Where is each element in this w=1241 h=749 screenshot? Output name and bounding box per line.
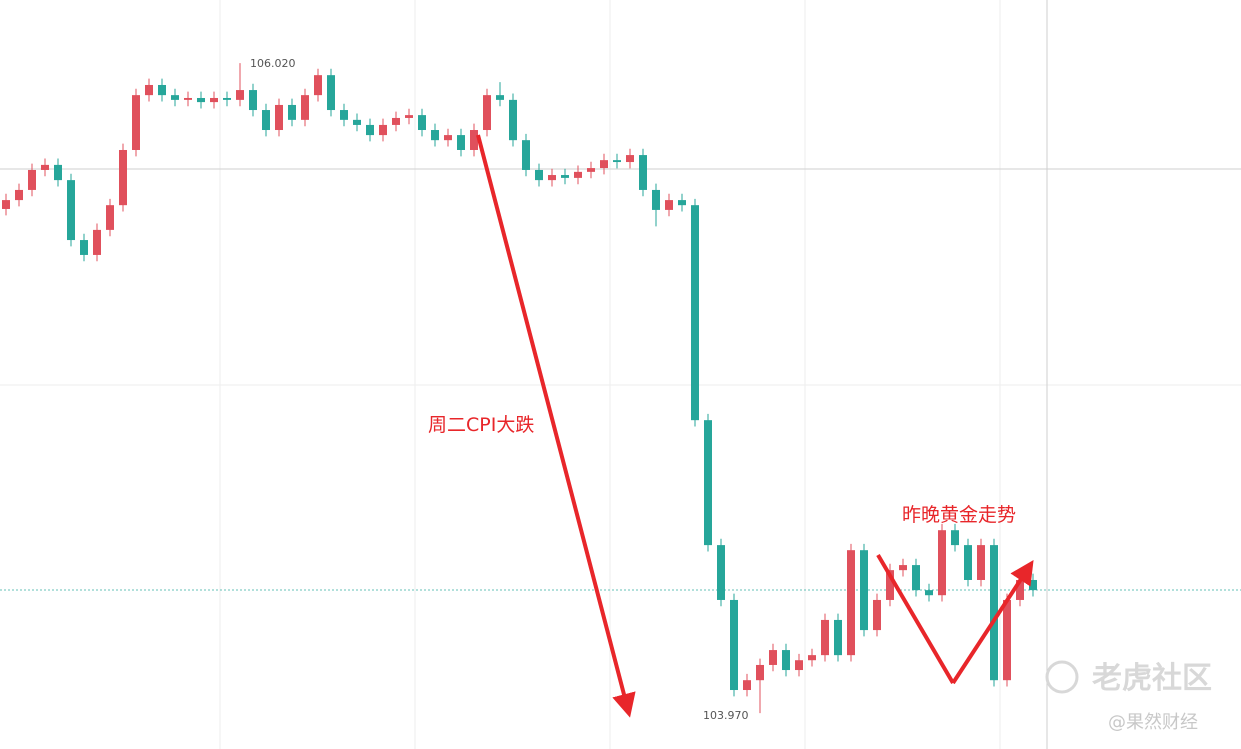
candle-body (795, 660, 803, 671)
candle-body (704, 420, 712, 546)
candle-body (171, 95, 179, 100)
candle-body (197, 97, 205, 103)
candle-body (847, 550, 855, 656)
candle-body (392, 117, 400, 125)
candle-body (67, 180, 75, 241)
watermark: 老虎社区 (1092, 661, 1212, 696)
arrow (476, 134, 636, 718)
candle-body (951, 530, 959, 546)
watermark-logo (1045, 660, 1079, 694)
low-label: 103.970 (703, 709, 749, 722)
candle-body (756, 664, 764, 681)
candle-body (340, 110, 348, 120)
candle-body (743, 680, 751, 691)
candle-body (873, 599, 881, 631)
candle-body (470, 130, 478, 150)
candle-body (483, 95, 491, 131)
candle-body (145, 84, 153, 96)
candle-body (275, 104, 283, 131)
candle-body (1029, 579, 1037, 591)
candle-body (444, 135, 452, 141)
candle-body (379, 124, 387, 136)
candle-body (990, 545, 998, 681)
candle-body (977, 545, 985, 580)
candle-body (782, 650, 790, 671)
candle-body (652, 189, 660, 210)
candle-body (860, 550, 868, 631)
candle-body (327, 75, 335, 111)
candle-body (2, 200, 10, 209)
candle-body (353, 119, 361, 125)
candle-body (678, 200, 686, 206)
candle-body (613, 160, 621, 163)
candle-body (418, 115, 426, 131)
candle-body (964, 545, 972, 580)
candle-body (1016, 579, 1024, 600)
candle-body (821, 619, 829, 656)
candle-body (106, 205, 114, 230)
watermark: @果然财经 (1108, 712, 1198, 733)
candle-body (691, 205, 699, 421)
candle-body (717, 545, 725, 600)
candle-body (522, 140, 530, 170)
candle-body (457, 135, 465, 150)
candle-body (912, 565, 920, 591)
candle-body (496, 95, 504, 100)
candle-body (93, 229, 101, 255)
candle-body (626, 155, 634, 163)
candle-body (574, 171, 582, 178)
candle-body (730, 599, 738, 691)
candle-body (548, 175, 556, 181)
candle-body (288, 104, 296, 120)
candle-body (314, 75, 322, 96)
candle-body (132, 95, 140, 150)
candle-body (938, 530, 946, 596)
candle-body (509, 99, 517, 141)
candle-body (1003, 599, 1011, 681)
candle-body (535, 169, 543, 181)
candle-body (54, 164, 62, 181)
annotation: 周二CPI大跌 (428, 414, 534, 436)
candle-body (80, 240, 88, 255)
candle-body (223, 97, 231, 100)
arrow (951, 559, 1034, 685)
candle-body (639, 155, 647, 190)
candle-body (15, 189, 23, 201)
candle-body (210, 97, 218, 103)
candle-body (925, 590, 933, 596)
candle-body (28, 169, 36, 190)
candle-body (834, 619, 842, 656)
candle-body (587, 168, 595, 172)
candle-body (119, 149, 127, 206)
candle-body (769, 650, 777, 665)
candle-body (405, 115, 413, 118)
candle-body (886, 570, 894, 600)
candle-body (431, 130, 439, 141)
candle-body (366, 124, 374, 136)
candle-body (600, 160, 608, 169)
candle-body (808, 655, 816, 661)
candle-body (561, 175, 569, 178)
high-label: 106.020 (250, 57, 296, 70)
candle-body (184, 97, 192, 100)
candle-body (301, 95, 309, 120)
candle-body (41, 164, 49, 170)
candle-body (899, 565, 907, 571)
candles (2, 63, 1037, 714)
candle-body (236, 90, 244, 100)
arrow (876, 553, 955, 685)
candle-body (249, 90, 257, 111)
candle-body (262, 110, 270, 131)
candle-body (665, 200, 673, 210)
annotation: 昨晚黄金走势 (902, 504, 1016, 526)
candle-body (158, 84, 166, 96)
